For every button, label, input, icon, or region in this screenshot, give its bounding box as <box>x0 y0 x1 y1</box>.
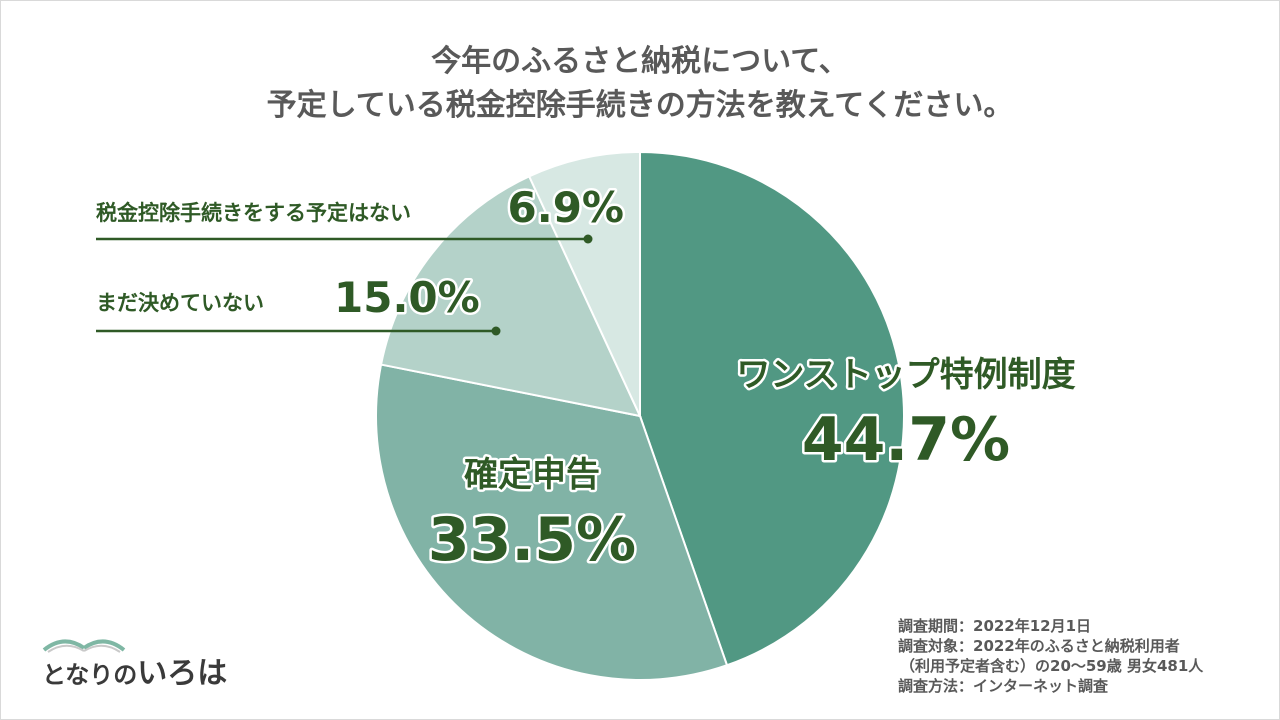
logo-text-small: となりの <box>42 661 138 689</box>
logo-wordmark: となりのいろは <box>42 648 227 692</box>
slice-label-2: まだ決めていない <box>96 291 264 315</box>
slice-value-label-3: 6.9% <box>508 183 624 232</box>
footnote-target-detail: （利用予定者含む）の20～59歳 男女481人 <box>900 657 1204 675</box>
logo-text-big: いろは <box>137 656 228 691</box>
leader-dot-3 <box>583 234 593 244</box>
chart-title: 今年のふるさと納税について、 予定している税金控除手続きの方法を教えてください。 <box>0 40 1280 128</box>
pie-slice-2 <box>379 175 642 418</box>
chart-title-line-2: 予定している税金控除手続きの方法を教えてください。 <box>266 88 1014 123</box>
slice-value-label-0: 44.7% <box>802 405 1010 475</box>
slice-label-1: 確定申告 <box>464 455 600 495</box>
brand-logo: となりのいろは <box>38 632 238 692</box>
slice-value-label-1: 33.5% <box>428 505 636 575</box>
pie-slice-3 <box>527 150 641 417</box>
book-arc-icon <box>42 639 126 653</box>
footnote-target: 調査対象：2022年のふるさと納税利用者 <box>898 637 1180 655</box>
leader-dot-2 <box>491 326 501 336</box>
pie-slice-1 <box>375 363 729 681</box>
chart-title-line-1: 今年のふるさと納税について、 <box>431 44 849 79</box>
survey-footnote: 調査期間：2022年12月1日 調査対象：2022年のふるさと納税利用者 （利用… <box>898 616 1203 696</box>
footnote-period: 調査期間：2022年12月1日 <box>898 617 1092 635</box>
slice-label-0: ワンストップ特例制度 <box>736 355 1075 395</box>
slice-label-3: 税金控除手続きをする予定はない <box>96 201 411 225</box>
footnote-method: 調査方法：インターネット調査 <box>898 677 1109 695</box>
slice-value-label-2: 15.0% <box>334 273 480 322</box>
pie-slice-0 <box>639 150 905 667</box>
